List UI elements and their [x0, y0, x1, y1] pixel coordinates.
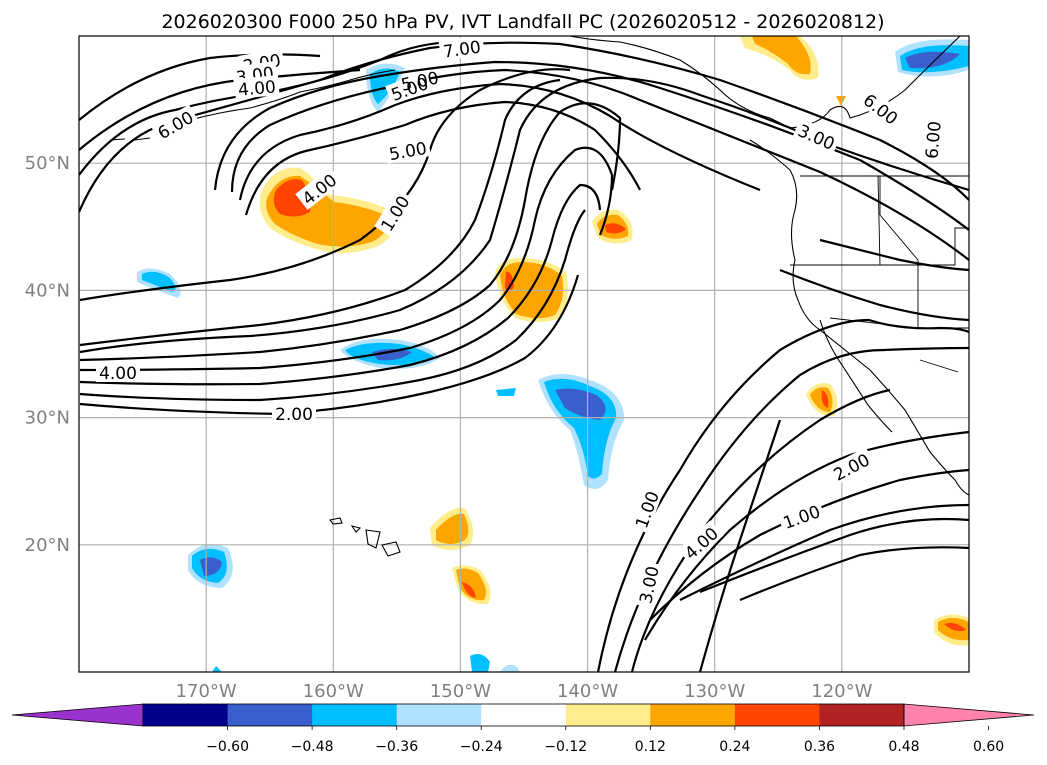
contour-label: 4.00: [99, 364, 137, 384]
negative-anomaly-subtropical: [496, 374, 625, 489]
map-panel: 7.00 2.00 3.00 4.00 6.00 5.00 6.00 4.00 …: [79, 36, 969, 672]
contour-label: 2.00: [275, 405, 313, 425]
colorbar-segment: [481, 704, 567, 726]
lon-tick-label: 170°W: [176, 681, 237, 702]
contour-label: 4.00: [237, 77, 276, 100]
pv-anomaly-shading: [137, 36, 969, 672]
map-title: 2026020300 F000 250 hPa PV, IVT Landfall…: [161, 11, 884, 33]
contour-label: 3.00: [795, 121, 838, 155]
colorbar-segment: [312, 704, 398, 726]
colorbar-segment: [650, 704, 736, 726]
positive-anomaly-baja: [806, 383, 838, 417]
colorbar-tick-label: 0.48: [888, 739, 919, 755]
negative-anomaly-canada: [895, 39, 969, 77]
colorbar-segment: [396, 704, 482, 726]
contour-label: 6.00: [922, 120, 945, 159]
lon-tick-label: 120°W: [811, 681, 872, 702]
lat-tick-label: 50°N: [25, 153, 70, 174]
colorbar-tick-label: 0.24: [719, 739, 750, 755]
colorbar-tick-label: −0.48: [291, 739, 334, 755]
map-frame: [78, 35, 970, 673]
colorbar-extend-low: [11, 703, 144, 727]
colorbar-tick-label: 0.36: [804, 739, 835, 755]
positive-anomaly-offshore-oregon: [592, 209, 633, 244]
contour-labels: 7.00 2.00 3.00 4.00 6.00 5.00 6.00 4.00 …: [96, 36, 946, 609]
coastlines: [109, 36, 969, 557]
colorbar: −0.60 −0.48 −0.36 −0.24 −0.12 0.12 0.24 0.36 0.4…: [11, 703, 1035, 755]
axis-tick-labels: 170°W 160°W 150°W 140°W 130°W 120°W 20°N 30°N 40…: [25, 153, 873, 702]
colorbar-tick-label: −0.12: [544, 739, 587, 755]
colorbar-tick-label: −0.36: [375, 739, 418, 755]
colorbar-extend-high: [903, 703, 1035, 727]
lon-tick-label: 160°W: [303, 681, 364, 702]
lat-tick-label: 40°N: [25, 280, 70, 301]
lon-tick-label: 130°W: [684, 681, 745, 702]
contour-label: 1.00: [632, 489, 664, 531]
colorbar-segment: [734, 704, 820, 726]
colorbar-tick-label: 0.60: [973, 739, 1004, 755]
positive-anomaly-northern-edge: [740, 36, 846, 106]
lon-tick-label: 140°W: [557, 681, 618, 702]
colorbar-segment: [819, 704, 905, 726]
positive-anomaly-southeast-corner: [934, 614, 969, 646]
colorbar-segment: [565, 704, 651, 726]
colorbar-tick-label: −0.24: [460, 739, 503, 755]
colorbar-tick-label: −0.60: [206, 739, 249, 755]
colorbar-segment: [227, 704, 313, 726]
lat-tick-label: 30°N: [25, 408, 70, 429]
negative-anomaly-west: [137, 268, 520, 672]
colorbar-tick-label: 0.12: [635, 739, 666, 755]
colorbar-segment: [143, 704, 229, 726]
contour-label: 1.00: [781, 502, 823, 534]
gridlines: [79, 36, 969, 672]
lon-tick-label: 150°W: [430, 681, 491, 702]
political-borders: [790, 175, 969, 373]
lat-tick-label: 20°N: [25, 535, 70, 556]
colorbar-outline: [142, 703, 905, 727]
contour-label: 7.00: [442, 37, 482, 62]
